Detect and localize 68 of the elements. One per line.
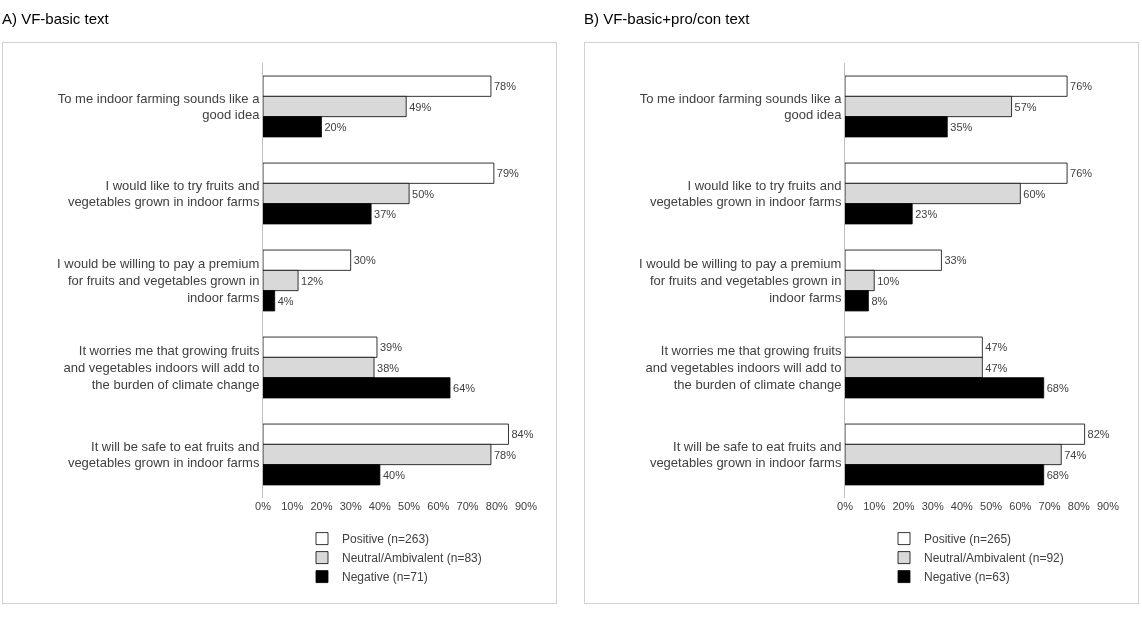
- data-label: 37%: [374, 207, 397, 220]
- data-label: 60%: [1023, 187, 1046, 200]
- x-tick-label: 80%: [485, 500, 508, 512]
- data-label: 47%: [985, 361, 1008, 374]
- data-label: 47%: [985, 341, 1008, 354]
- y-tick-label: It worries me that growing fruits and vegetables indoors will add to the burden of climate change: [645, 343, 842, 392]
- data-label: 20%: [324, 120, 347, 133]
- x-tick-label: 30%: [339, 500, 362, 512]
- y-tick-label: It worries me that growing fruits and vegetables indoors will add to the burden of climate change: [63, 343, 260, 392]
- data-label: 50%: [412, 187, 435, 200]
- x-tick-label: 50%: [980, 500, 1003, 512]
- data-label: 68%: [1046, 381, 1069, 394]
- data-label: 49%: [409, 100, 432, 113]
- legend-label: Negative (n=63): [924, 570, 1010, 585]
- x-tick-label: 70%: [1038, 500, 1061, 512]
- legend-label: Positive (n=263): [342, 532, 430, 547]
- data-label: 33%: [944, 254, 967, 267]
- data-label: 68%: [1046, 468, 1069, 481]
- data-label: 84%: [511, 428, 534, 441]
- x-tick-label: 0%: [837, 500, 854, 512]
- data-label: 76%: [1070, 167, 1093, 180]
- x-tick-label: 40%: [368, 500, 392, 512]
- data-label: 35%: [950, 120, 973, 133]
- data-label: 74%: [1064, 448, 1087, 461]
- legend-label: Neutral/Ambivalent (n=83): [342, 551, 482, 566]
- x-tick-label: 70%: [456, 500, 479, 512]
- data-label: 10%: [877, 274, 900, 287]
- x-tick-label: 90%: [1096, 500, 1120, 512]
- x-tick-label: 50%: [398, 500, 421, 512]
- y-tick-label: I would like to try fruits and vegetables grown in indoor farms: [67, 177, 260, 210]
- y-tick-label: It will be safe to eat fruits and vegetables grown in indoor farms: [67, 438, 260, 471]
- y-tick-label: I would be willing to pay a premium for fruits and vegetables grown in indoor farms: [57, 256, 260, 305]
- data-label: 76%: [1070, 80, 1093, 93]
- data-label: 8%: [871, 294, 888, 307]
- y-tick-label: I would like to try fruits and vegetables grown in indoor farms: [649, 177, 842, 210]
- data-label: 38%: [377, 361, 400, 374]
- x-tick-label: 80%: [1067, 500, 1090, 512]
- data-label: 40%: [382, 468, 406, 481]
- data-label: 64%: [453, 381, 476, 394]
- x-tick-label: 20%: [892, 500, 915, 512]
- x-tick-label: 60%: [427, 500, 450, 512]
- data-label: 39%: [379, 341, 403, 354]
- data-label: 57%: [1014, 100, 1037, 113]
- data-label: 78%: [493, 80, 517, 93]
- data-label: 4%: [277, 294, 294, 307]
- text: B) VF-basic+pro/con text: [584, 10, 751, 29]
- x-tick-label: 30%: [921, 500, 944, 512]
- x-tick-label: 20%: [310, 500, 333, 512]
- x-tick-label: 60%: [1009, 500, 1032, 512]
- x-tick-label: 10%: [863, 500, 886, 512]
- data-label: 79%: [496, 167, 520, 180]
- data-label: 78%: [493, 448, 517, 461]
- data-label: 23%: [915, 207, 938, 220]
- x-tick-label: 0%: [255, 500, 272, 512]
- y-tick-label: To me indoor farming sounds like a good idea: [57, 90, 261, 123]
- legend-label: Positive (n=265): [924, 532, 1012, 547]
- y-tick-label: It will be safe to eat fruits and vegetables grown in indoor farms: [649, 438, 842, 471]
- x-tick-label: 40%: [950, 500, 974, 512]
- legend-label: Neutral/Ambivalent (n=92): [924, 551, 1064, 566]
- data-label: 82%: [1087, 428, 1110, 441]
- legend-label: Negative (n=71): [342, 570, 428, 585]
- data-label: 30%: [353, 254, 376, 267]
- text: A) VF-basic text: [2, 10, 110, 29]
- y-tick-label: I would be willing to pay a premium for fruits and vegetables grown in indoor farms: [639, 256, 842, 305]
- x-tick-label: 10%: [281, 500, 304, 512]
- x-tick-label: 90%: [514, 500, 538, 512]
- data-label: 12%: [301, 274, 324, 287]
- y-tick-label: To me indoor farming sounds like a good idea: [639, 90, 843, 123]
